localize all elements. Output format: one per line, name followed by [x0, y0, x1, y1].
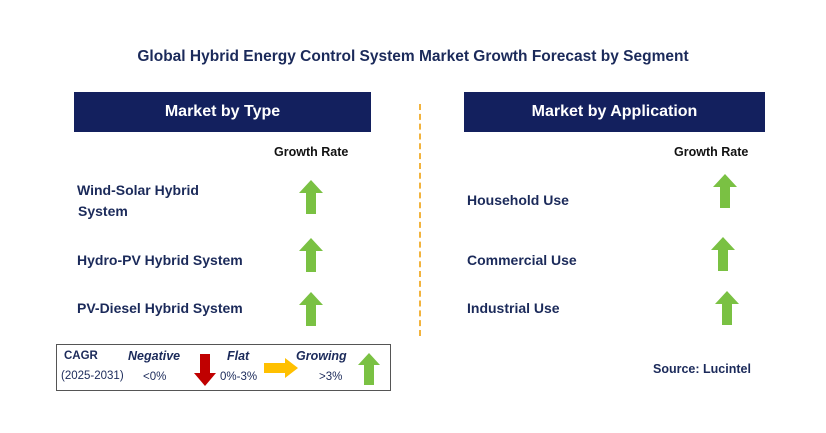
down-arrow-icon [194, 354, 216, 386]
right-growth-rate-label: Growth Rate [674, 145, 749, 159]
up-arrow-icon [713, 174, 737, 208]
cagr-period: (2025-2031) [61, 370, 124, 382]
application-row-3-label: Industrial Use [467, 300, 560, 316]
source-label: Source: Lucintel [653, 362, 751, 376]
right-arrow-icon [264, 358, 298, 378]
up-arrow-icon [299, 238, 323, 272]
up-arrow-icon [299, 292, 323, 326]
flat-label: Flat [227, 349, 250, 363]
type-row-1-line1: Wind-Solar Hybrid [77, 182, 199, 198]
market-by-type-header-label: Market by Type [164, 103, 281, 120]
type-row-3-label: PV-Diesel Hybrid System [77, 300, 243, 316]
type-row-2-label: Hydro-PV Hybrid System [77, 252, 243, 268]
up-arrow-icon [715, 291, 739, 325]
negative-value: <0% [143, 371, 167, 383]
application-row-2-label: Commercial Use [467, 252, 577, 268]
negative-label: Negative [128, 349, 181, 363]
growing-value: >3% [319, 371, 343, 383]
panel-divider [419, 104, 421, 336]
growing-label: Growing [296, 349, 347, 363]
type-row-1-line2: System [78, 203, 128, 219]
up-arrow-icon [711, 237, 735, 271]
chart-title: Global Hybrid Energy Control System Mark… [137, 48, 689, 65]
cagr-label: CAGR [64, 350, 98, 362]
left-growth-rate-label: Growth Rate [274, 145, 349, 159]
application-row-1-label: Household Use [467, 192, 569, 208]
market-by-application-header-label: Market by Application [531, 103, 698, 120]
type-row-1-label: Wind-Solar Hybrid System [77, 180, 199, 222]
cagr-legend: CAGR (2025-2031) Negative <0% Flat 0%-3%… [56, 344, 391, 391]
up-arrow-icon [358, 353, 380, 385]
up-arrow-icon [299, 180, 323, 214]
market-by-application-header: Market by Application [464, 92, 765, 132]
flat-value: 0%-3% [220, 371, 258, 383]
market-by-type-header: Market by Type [74, 92, 371, 132]
